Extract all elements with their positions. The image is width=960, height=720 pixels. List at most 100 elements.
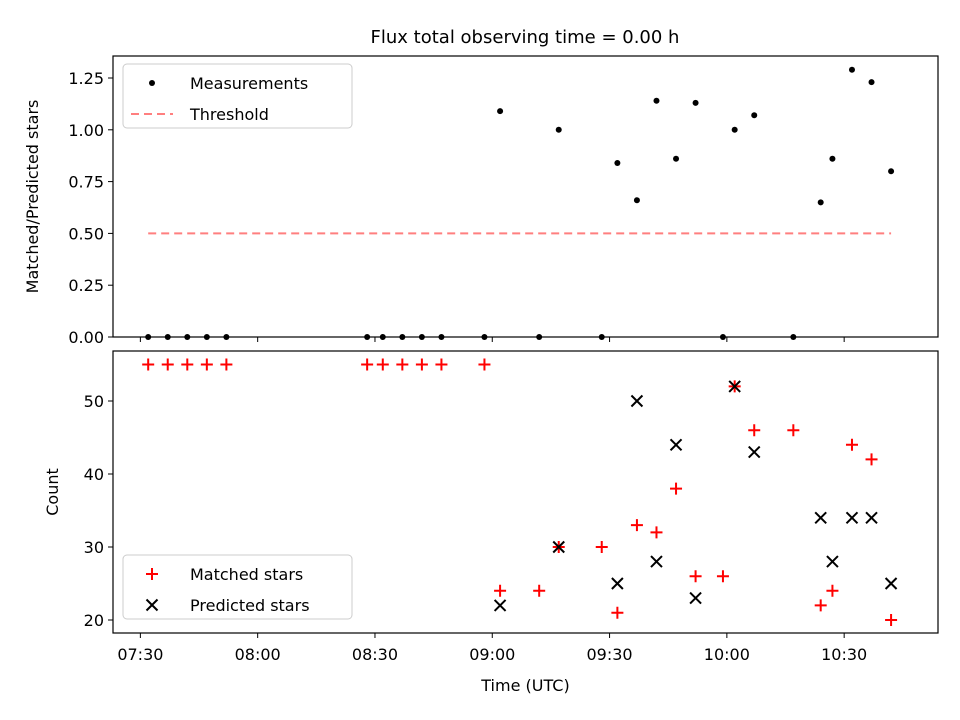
axes-frame bbox=[112, 55, 939, 338]
measurement-point bbox=[379, 334, 386, 340]
y-tick-label: 0.00 bbox=[68, 328, 104, 347]
y-tick-label: 30 bbox=[84, 538, 104, 557]
matched-point bbox=[650, 526, 663, 539]
measurement-point bbox=[829, 155, 836, 162]
legend-plus-swatch bbox=[146, 568, 158, 580]
matched-point bbox=[142, 358, 155, 371]
matched-point bbox=[611, 606, 624, 619]
matched-point bbox=[181, 358, 194, 371]
measurement-point bbox=[536, 334, 543, 340]
matched-point bbox=[200, 358, 213, 371]
x-tick-label: 09:30 bbox=[587, 645, 633, 664]
predicted-point bbox=[748, 445, 761, 459]
measurement-point bbox=[598, 334, 605, 340]
y-tick-label: 50 bbox=[84, 392, 104, 411]
y-tick-label: 40 bbox=[84, 465, 104, 484]
y-tick-label: 0.25 bbox=[68, 276, 104, 295]
y-axis-label: Matched/Predicted stars bbox=[23, 100, 42, 294]
predicted-point bbox=[728, 380, 741, 393]
y-tick-label: 0.75 bbox=[68, 173, 104, 192]
measurement-point bbox=[418, 334, 425, 340]
measurement-point bbox=[497, 108, 504, 115]
measurement-point bbox=[692, 99, 699, 106]
measurement-point bbox=[719, 334, 726, 340]
matched-point bbox=[415, 358, 428, 371]
measurement-point bbox=[868, 79, 875, 86]
legend-box bbox=[122, 63, 353, 129]
measurement-point bbox=[399, 334, 406, 340]
chart-title: Flux total observing time = 0.00 h bbox=[371, 27, 680, 48]
matched-point bbox=[748, 424, 761, 437]
legend: Matched stars Predicted stars bbox=[122, 554, 353, 620]
axes-frame bbox=[112, 350, 939, 634]
measurement-point bbox=[633, 197, 640, 204]
matched-point bbox=[670, 482, 683, 495]
matched-point bbox=[595, 541, 608, 553]
measurement-point bbox=[614, 159, 621, 166]
x-tick-label: 09:00 bbox=[469, 645, 515, 664]
matched-point bbox=[845, 438, 858, 451]
matched-point bbox=[716, 570, 729, 583]
matched-point bbox=[814, 599, 827, 612]
x-tick-label: 10:00 bbox=[704, 645, 750, 664]
measurement-point bbox=[481, 334, 488, 340]
x-axis-label: Time (UTC) bbox=[480, 676, 569, 695]
predicted-point bbox=[552, 540, 565, 554]
series-matched-stars bbox=[142, 358, 898, 626]
y-tick-label: 1.25 bbox=[68, 69, 104, 88]
measurement-point bbox=[888, 168, 895, 175]
series-predicted-stars bbox=[493, 380, 898, 612]
matched-point bbox=[494, 584, 507, 597]
measurement-point bbox=[223, 334, 230, 340]
measurement-point bbox=[790, 334, 797, 340]
matched-point bbox=[435, 358, 448, 371]
top-panel: 0.00 0.25 0.50 0.75 1.00 1.25 Matched/Predicte… bbox=[23, 55, 939, 347]
measurement-point bbox=[364, 334, 371, 340]
matched-point bbox=[220, 358, 233, 371]
measurement-point bbox=[731, 126, 738, 133]
matched-point bbox=[478, 358, 491, 371]
legend-box bbox=[122, 554, 353, 620]
measurement-point bbox=[848, 66, 855, 73]
measurement-point bbox=[145, 334, 152, 340]
measurement-point bbox=[653, 97, 660, 104]
x-tick-label: 08:00 bbox=[235, 645, 281, 664]
y-tick-label: 20 bbox=[84, 611, 104, 630]
predicted-point bbox=[845, 511, 859, 525]
y-axis-label: Count bbox=[43, 468, 62, 516]
predicted-point bbox=[669, 438, 683, 452]
legend-label: Predicted stars bbox=[190, 596, 310, 615]
matched-point bbox=[533, 584, 546, 597]
predicted-point bbox=[493, 599, 507, 612]
legend-x-swatch bbox=[145, 598, 159, 612]
matched-point bbox=[826, 584, 839, 597]
predicted-point bbox=[689, 591, 702, 605]
predicted-point bbox=[814, 511, 827, 525]
measurement-point bbox=[184, 334, 191, 340]
predicted-point bbox=[611, 577, 624, 590]
measurement-point bbox=[203, 334, 210, 340]
matched-point bbox=[161, 358, 174, 371]
matched-point bbox=[396, 358, 409, 371]
matched-point bbox=[630, 519, 643, 532]
bottom-panel: 20 30 40 50 07:30 08:00 08:30 09:00 09:30 10:00 10… bbox=[43, 350, 939, 695]
measurement-point bbox=[555, 126, 562, 133]
legend: Measurements Threshold bbox=[122, 63, 353, 129]
measurement-point bbox=[164, 334, 171, 340]
measurement-point bbox=[817, 199, 824, 206]
predicted-point bbox=[630, 394, 644, 408]
matched-point bbox=[787, 424, 800, 437]
predicted-point bbox=[650, 555, 663, 568]
legend-dot-swatch bbox=[149, 80, 155, 86]
legend-label: Measurements bbox=[190, 74, 308, 93]
matched-point bbox=[689, 570, 702, 583]
legend-label: Threshold bbox=[189, 105, 269, 124]
matched-point bbox=[885, 614, 898, 626]
predicted-point bbox=[884, 577, 898, 590]
measurement-point bbox=[751, 112, 758, 119]
y-tick-label: 0.50 bbox=[68, 224, 104, 243]
measurement-point bbox=[673, 155, 680, 162]
x-tick-label: 07:30 bbox=[117, 645, 163, 664]
x-tick-label: 08:30 bbox=[352, 645, 398, 664]
